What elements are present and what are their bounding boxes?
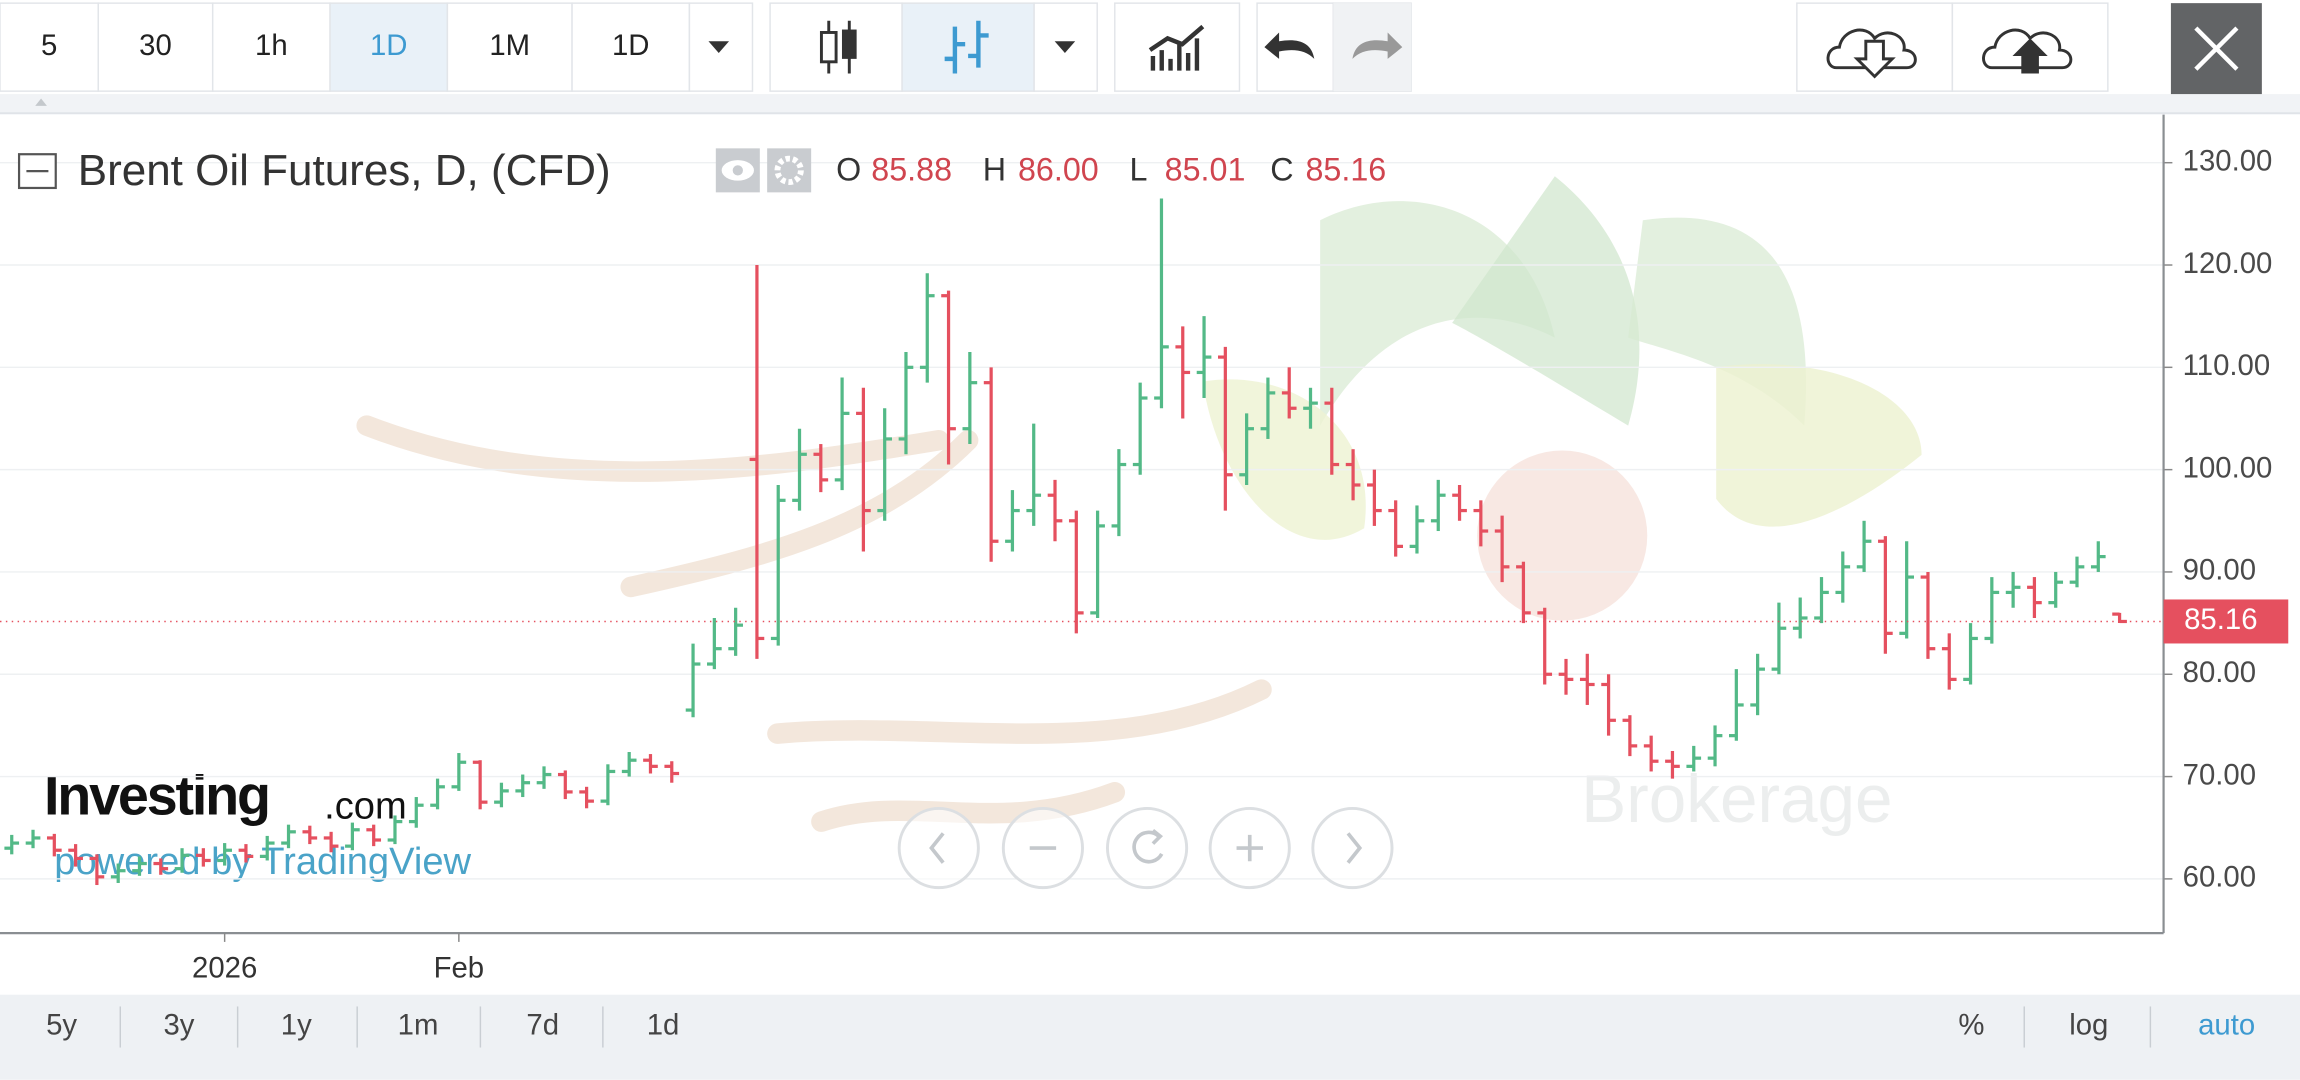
upload-arrow — [2012, 38, 2048, 74]
collapse-arrow — [35, 98, 47, 106]
nav-button[interactable] — [897, 806, 980, 890]
legend: Brent Oil Futures, D, (CFD) O 85.88 H 86.00 L… — [17, 146, 1386, 195]
interval-label[interactable]: 30 — [139, 29, 172, 62]
scale-option[interactable]: log — [2069, 1009, 2108, 1042]
logo-shape — [1716, 364, 1922, 527]
y-tick-label: 70.00 — [2183, 758, 2256, 791]
interval-button[interactable] — [0, 2, 100, 92]
close-icon — [2194, 26, 2239, 71]
eye-icon — [732, 165, 743, 176]
last-price-label: 85.16 — [2184, 603, 2257, 636]
dropdown-icon — [1054, 41, 1076, 54]
y-tick-label: 130.00 — [2183, 144, 2273, 177]
watermark-powered: powered by TradingView — [54, 840, 471, 883]
legend-value: 85.88 — [871, 151, 952, 187]
legend-value: 85.16 — [1305, 151, 1386, 187]
x-tick-label: Feb — [434, 952, 485, 985]
range-button[interactable]: 1d — [647, 1009, 680, 1042]
nav-icon — [1132, 829, 1164, 864]
nav-button[interactable] — [1311, 806, 1394, 890]
logo-shape — [1452, 176, 1640, 426]
interval-button[interactable] — [211, 2, 331, 92]
watermark-brand-suffix: .com — [324, 785, 407, 828]
watermark-broker: Brokerage — [1581, 762, 1892, 837]
last-price-box — [2163, 599, 2289, 644]
watermark-brand: Investing — [44, 764, 269, 826]
legend-value: 86.00 — [1018, 151, 1099, 187]
gear-icon — [774, 155, 804, 186]
download-arrow — [1853, 39, 1896, 79]
axes: 60.00 70.00 80.00 90.00 100.00 110.00 120.00 13… — [0, 114, 2289, 985]
range-button[interactable]: 5y — [46, 1009, 77, 1042]
scale-option[interactable]: % — [1958, 1009, 1984, 1042]
redo-icon — [1352, 32, 1403, 59]
nav-icon — [929, 832, 945, 864]
interval-button[interactable] — [97, 2, 214, 92]
interval-label[interactable]: 1M — [489, 29, 530, 62]
y-tick-label: 110.00 — [2183, 349, 2271, 382]
navigation — [897, 806, 1394, 890]
bar-style-button[interactable] — [901, 2, 1035, 92]
toolbar-gap — [0, 94, 2300, 115]
chart-title: Brent Oil Futures, D, (CFD) — [78, 146, 611, 195]
range-button[interactable]: 3y — [163, 1009, 194, 1042]
bottom-bar: 5y 3y 1y 1m 7d 1d% log auto — [0, 994, 2300, 1080]
nav-icon — [1236, 834, 1263, 862]
candle-icon — [819, 31, 838, 64]
y-tick-label: 100.00 — [2183, 451, 2273, 484]
range-button[interactable]: 1m — [398, 1009, 439, 1042]
y-tick-label: 90.00 — [2183, 554, 2256, 587]
x-tick-label: 2026 — [192, 952, 257, 985]
legend-value: 85.01 — [1165, 151, 1246, 187]
nav-icon — [1346, 832, 1363, 864]
watermark: Brokerage Investing .com powered by Trading… — [44, 176, 1922, 883]
logo-shape — [1202, 379, 1366, 540]
grid — [0, 161, 2164, 880]
y-tick-label: 60.00 — [2183, 861, 2256, 894]
interval-label[interactable]: 1h — [255, 29, 288, 62]
logo-shape — [1477, 450, 1648, 621]
range-button[interactable]: 1y — [281, 1009, 312, 1042]
nav-button[interactable] — [1105, 806, 1189, 890]
indicators-icon — [1148, 24, 1205, 71]
bars — [4, 198, 2127, 886]
bottom-bar-bg — [0, 994, 2300, 1080]
calligraphy — [356, 415, 1272, 832]
y-tick-label: 120.00 — [2183, 247, 2273, 280]
interval-label[interactable]: 1D — [612, 29, 650, 62]
bar-icon — [944, 20, 989, 74]
undo-icon — [1264, 32, 1315, 59]
logo-shape — [1320, 201, 1555, 426]
settings-button[interactable] — [767, 148, 812, 193]
range-button[interactable]: 7d — [526, 1009, 559, 1042]
scale-option[interactable]: auto — [2198, 1009, 2255, 1042]
interval-label[interactable]: 1D — [370, 29, 408, 62]
legend-key: L — [1129, 151, 1147, 187]
legend-key: H — [983, 151, 1006, 187]
legend-key: C — [1270, 151, 1293, 187]
toolbar: 5 30 1h 1D 1M 1D — [0, 2, 2262, 106]
y-tick-label: 80.00 — [2183, 656, 2256, 689]
dropdown-icon — [708, 41, 730, 54]
interval-label[interactable]: 5 — [41, 29, 57, 62]
candle-icon — [841, 29, 857, 59]
legend-key: O — [836, 151, 861, 187]
